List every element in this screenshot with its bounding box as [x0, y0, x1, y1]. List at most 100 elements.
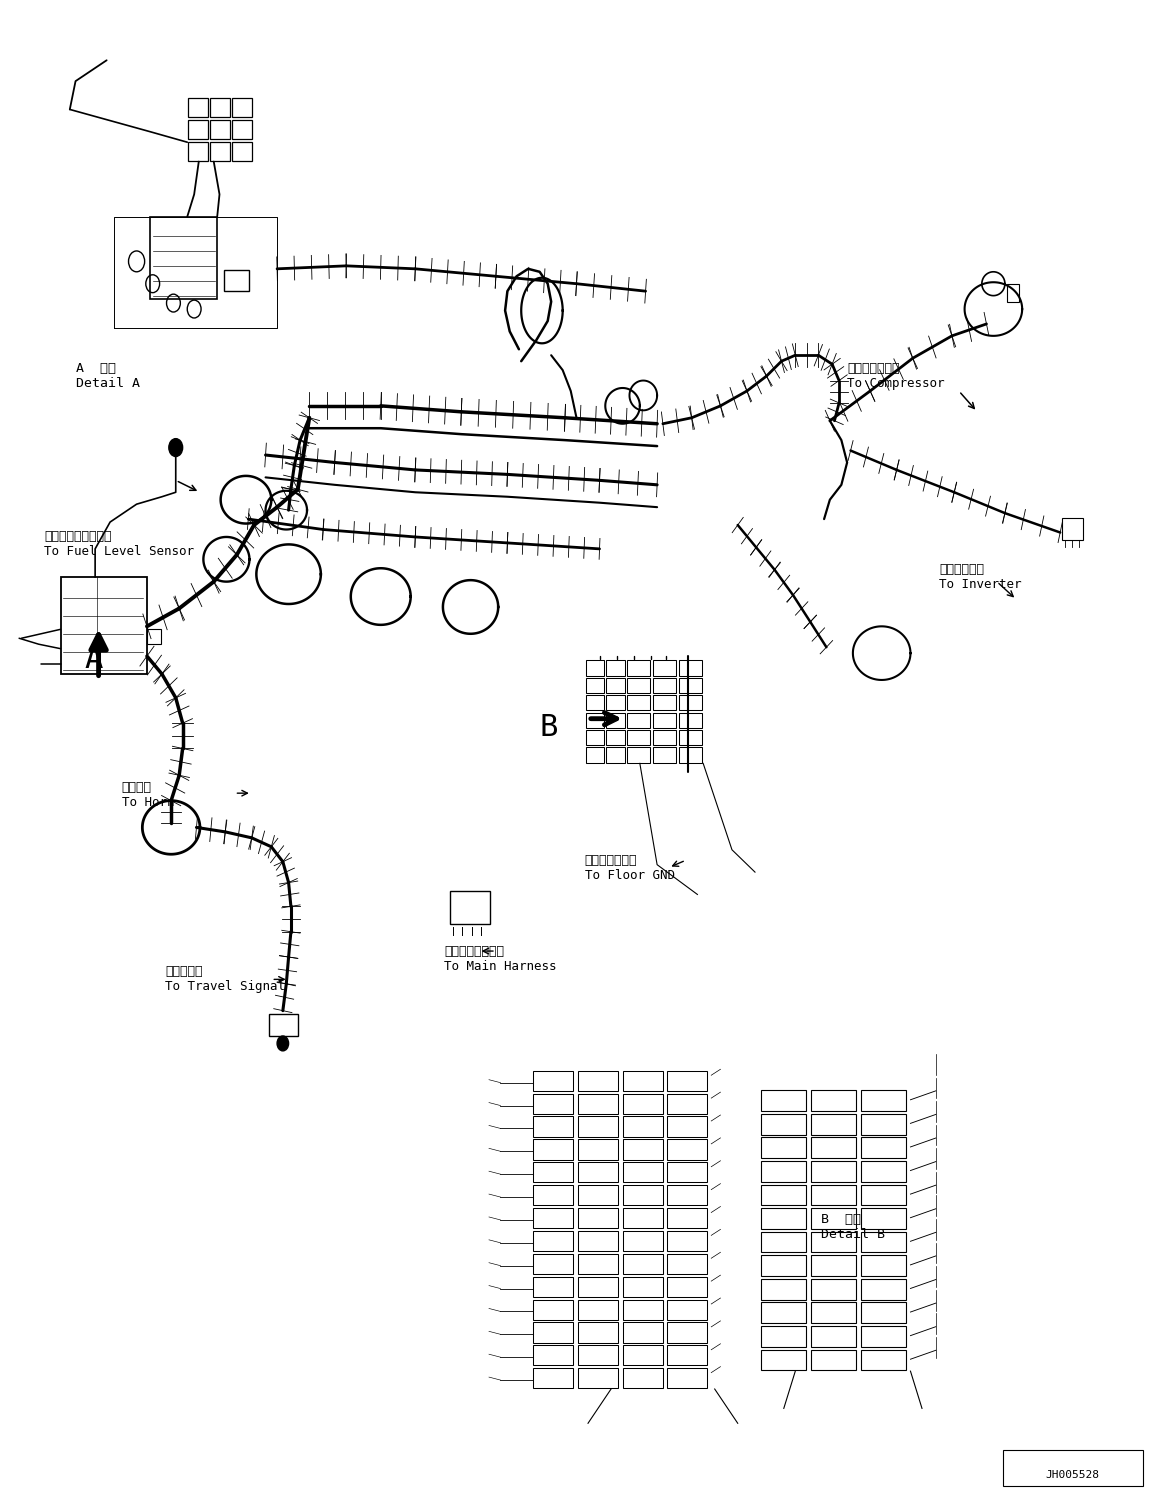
Bar: [606, 678, 625, 693]
Bar: [812, 1255, 857, 1276]
Bar: [668, 1117, 707, 1136]
Bar: [626, 661, 650, 675]
Bar: [623, 1185, 663, 1205]
Bar: [150, 216, 217, 298]
Bar: [623, 1117, 663, 1136]
Bar: [668, 1345, 707, 1366]
Bar: [812, 1184, 857, 1205]
Bar: [623, 1163, 663, 1182]
Bar: [679, 731, 702, 746]
Bar: [861, 1208, 906, 1229]
Bar: [146, 629, 160, 644]
Bar: [626, 747, 650, 762]
Bar: [761, 1325, 806, 1346]
Bar: [534, 1163, 573, 1182]
Bar: [534, 1323, 573, 1342]
Bar: [668, 1232, 707, 1251]
Bar: [653, 747, 676, 762]
Bar: [623, 1254, 663, 1273]
Bar: [623, 1369, 663, 1388]
Bar: [761, 1255, 806, 1276]
Bar: [210, 98, 231, 118]
Text: ホーンへ
To Horn: ホーンへ To Horn: [121, 781, 174, 808]
Bar: [578, 1300, 618, 1320]
Bar: [668, 1208, 707, 1229]
Bar: [626, 731, 650, 746]
Bar: [586, 661, 604, 675]
Bar: [653, 713, 676, 728]
Bar: [668, 1369, 707, 1388]
Bar: [578, 1139, 618, 1160]
Bar: [761, 1349, 806, 1370]
Bar: [210, 119, 231, 139]
Bar: [1008, 283, 1019, 301]
Bar: [861, 1184, 906, 1205]
Bar: [861, 1349, 906, 1370]
Bar: [1003, 1451, 1143, 1487]
Bar: [812, 1349, 857, 1370]
Bar: [761, 1232, 806, 1252]
Text: コンプレッサへ
To Compressor: コンプレッサへ To Compressor: [847, 362, 944, 391]
Bar: [623, 1071, 663, 1091]
Bar: [534, 1139, 573, 1160]
Bar: [861, 1114, 906, 1135]
Bar: [210, 142, 231, 161]
Bar: [578, 1323, 618, 1342]
Bar: [606, 695, 625, 711]
Bar: [578, 1254, 618, 1273]
Bar: [861, 1232, 906, 1252]
Bar: [679, 695, 702, 711]
Bar: [623, 1345, 663, 1366]
Bar: [606, 731, 625, 746]
Text: B  詳細
Detail B: B 詳細 Detail B: [821, 1212, 884, 1241]
Bar: [450, 892, 490, 924]
Bar: [668, 1276, 707, 1297]
Bar: [534, 1345, 573, 1366]
Bar: [269, 1014, 297, 1036]
Text: JH005528: JH005528: [1046, 1470, 1100, 1479]
Bar: [623, 1208, 663, 1229]
Text: A: A: [85, 644, 103, 674]
Bar: [233, 119, 253, 139]
Bar: [653, 661, 676, 675]
Text: A  詳細
Detail A: A 詳細 Detail A: [76, 362, 140, 391]
Bar: [606, 661, 625, 675]
Bar: [679, 661, 702, 675]
Bar: [578, 1071, 618, 1091]
Bar: [761, 1090, 806, 1111]
Bar: [534, 1208, 573, 1229]
Text: インバータへ
To Inverter: インバータへ To Inverter: [940, 564, 1022, 590]
Bar: [626, 713, 650, 728]
Bar: [812, 1114, 857, 1135]
Bar: [623, 1139, 663, 1160]
Bar: [586, 747, 604, 762]
Bar: [578, 1117, 618, 1136]
Bar: [761, 1279, 806, 1300]
Bar: [761, 1138, 806, 1159]
Text: B: B: [540, 713, 558, 743]
Bar: [761, 1114, 806, 1135]
Bar: [861, 1279, 906, 1300]
Bar: [586, 713, 604, 728]
Bar: [861, 1138, 906, 1159]
Bar: [534, 1093, 573, 1114]
Circle shape: [277, 1036, 288, 1051]
Bar: [861, 1325, 906, 1346]
Bar: [812, 1232, 857, 1252]
Bar: [623, 1300, 663, 1320]
Bar: [578, 1276, 618, 1297]
Text: フロアアースへ
To Floor GND: フロアアースへ To Floor GND: [585, 854, 675, 881]
Bar: [812, 1090, 857, 1111]
Bar: [578, 1208, 618, 1229]
Bar: [233, 142, 253, 161]
Bar: [812, 1303, 857, 1323]
Bar: [761, 1161, 806, 1182]
Bar: [61, 577, 146, 674]
Circle shape: [168, 438, 182, 456]
Bar: [812, 1325, 857, 1346]
Bar: [534, 1232, 573, 1251]
Bar: [812, 1279, 857, 1300]
Bar: [668, 1163, 707, 1182]
Bar: [668, 1254, 707, 1273]
Bar: [861, 1303, 906, 1323]
